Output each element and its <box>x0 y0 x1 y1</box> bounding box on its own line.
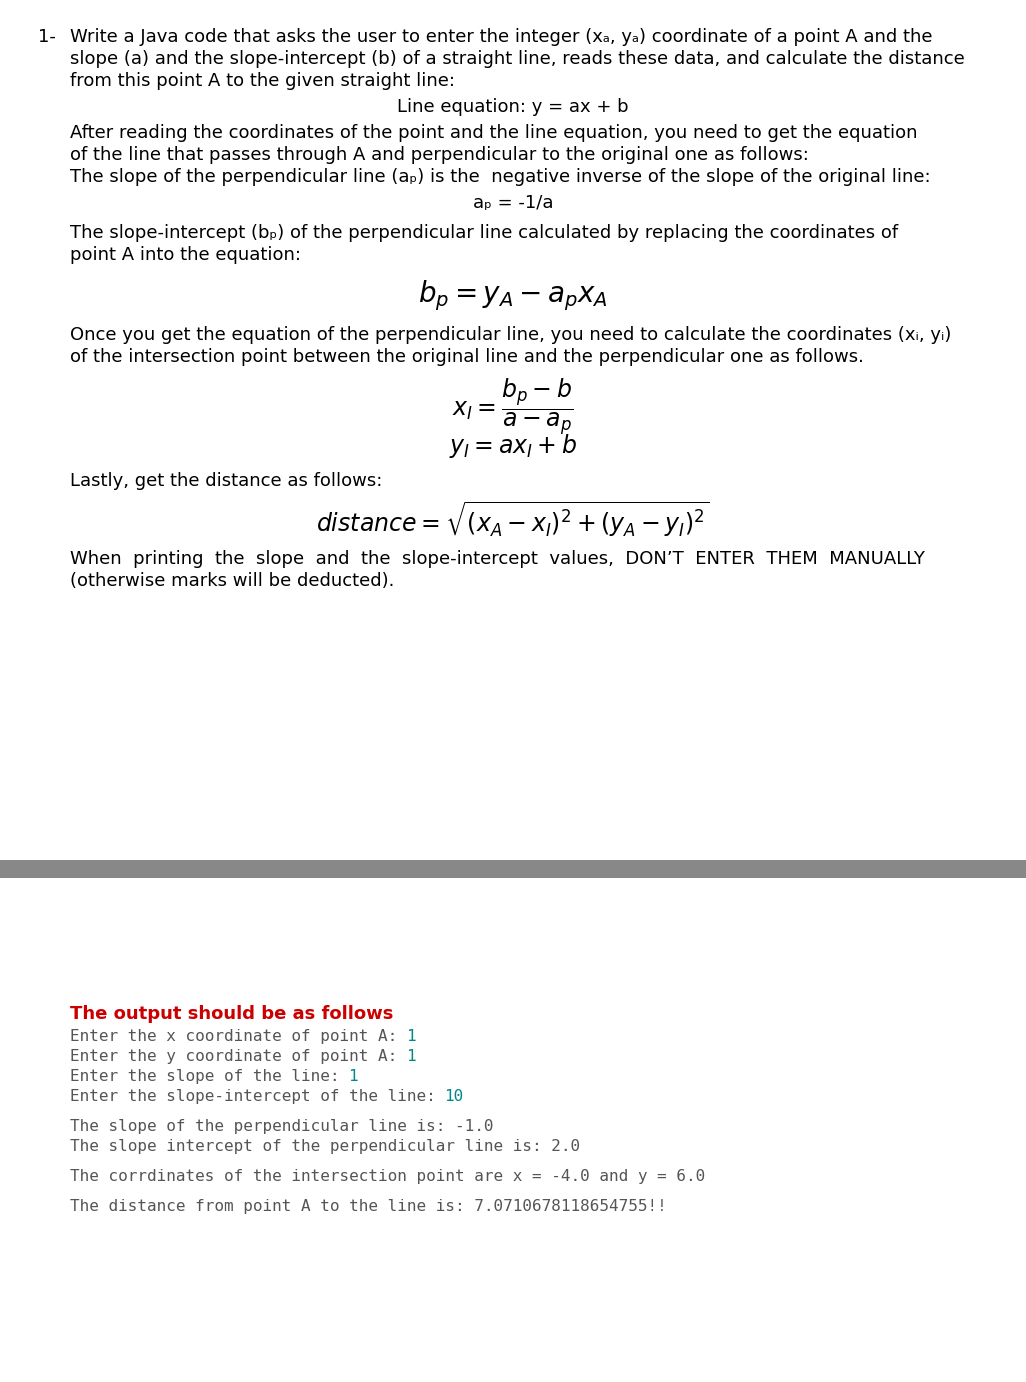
Text: After reading the coordinates of the point and the line equation, you need to ge: After reading the coordinates of the poi… <box>70 124 917 142</box>
Text: The distance from point A to the line is: 7.0710678118654755!!: The distance from point A to the line is… <box>70 1200 667 1213</box>
Bar <box>0 860 1026 878</box>
Text: 10: 10 <box>444 1089 464 1104</box>
Text: Enter the slope of the line:: Enter the slope of the line: <box>70 1070 349 1083</box>
Text: The slope of the perpendicular line is: -1.0: The slope of the perpendicular line is: … <box>70 1119 494 1135</box>
Text: Enter the slope-intercept of the line:: Enter the slope-intercept of the line: <box>70 1089 445 1104</box>
Text: 1: 1 <box>349 1070 358 1083</box>
Text: Enter the y coordinate of point A:: Enter the y coordinate of point A: <box>70 1049 407 1064</box>
Text: Line equation: y = ax + b: Line equation: y = ax + b <box>397 98 629 116</box>
Text: slope (a) and the slope-intercept (b) of a straight line, reads these data, and : slope (a) and the slope-intercept (b) of… <box>70 50 964 68</box>
Text: of the intersection point between the original line and the perpendicular one as: of the intersection point between the or… <box>70 348 864 366</box>
Text: $b_p = y_A - a_p x_A$: $b_p = y_A - a_p x_A$ <box>418 278 608 312</box>
Text: 1: 1 <box>406 1049 416 1064</box>
Text: The slope of the perpendicular line (aₚ) is the  negative inverse of the slope o: The slope of the perpendicular line (aₚ)… <box>70 169 931 187</box>
Text: of the line that passes through A and perpendicular to the original one as follo: of the line that passes through A and pe… <box>70 146 808 164</box>
Text: aₚ = -1/a: aₚ = -1/a <box>473 193 553 211</box>
Text: Lastly, get the distance as follows:: Lastly, get the distance as follows: <box>70 473 383 491</box>
Text: Enter the x coordinate of point A:: Enter the x coordinate of point A: <box>70 1030 407 1043</box>
Text: from this point A to the given straight line:: from this point A to the given straight … <box>70 72 455 90</box>
Text: The slope intercept of the perpendicular line is: 2.0: The slope intercept of the perpendicular… <box>70 1139 580 1154</box>
Text: $x_I = \dfrac{b_p - b}{a - a_p}$: $x_I = \dfrac{b_p - b}{a - a_p}$ <box>452 376 574 437</box>
Text: 1-: 1- <box>38 28 55 46</box>
Text: The corrdinates of the intersection point are x = -4.0 and y = 6.0: The corrdinates of the intersection poin… <box>70 1169 705 1184</box>
Text: Write a Java code that asks the user to enter the integer (xₐ, yₐ) coordinate of: Write a Java code that asks the user to … <box>70 28 933 46</box>
Text: $y_I = ax_I + b$: $y_I = ax_I + b$ <box>449 433 577 460</box>
Text: When  printing  the  slope  and  the  slope-intercept  values,  DON’T  ENTER  TH: When printing the slope and the slope-in… <box>70 550 924 568</box>
Text: 1: 1 <box>406 1030 416 1043</box>
Text: (otherwise marks will be deducted).: (otherwise marks will be deducted). <box>70 572 394 590</box>
Text: The slope-intercept (bₚ) of the perpendicular line calculated by replacing the c: The slope-intercept (bₚ) of the perpendi… <box>70 224 898 242</box>
Text: The output should be as follows: The output should be as follows <box>70 1005 393 1023</box>
Text: $distance = \sqrt{(x_A - x_I)^2 + (y_A - y_I)^2}$: $distance = \sqrt{(x_A - x_I)^2 + (y_A -… <box>316 500 710 540</box>
Text: point A into the equation:: point A into the equation: <box>70 246 301 264</box>
Text: Once you get the equation of the perpendicular line, you need to calculate the c: Once you get the equation of the perpend… <box>70 326 951 344</box>
